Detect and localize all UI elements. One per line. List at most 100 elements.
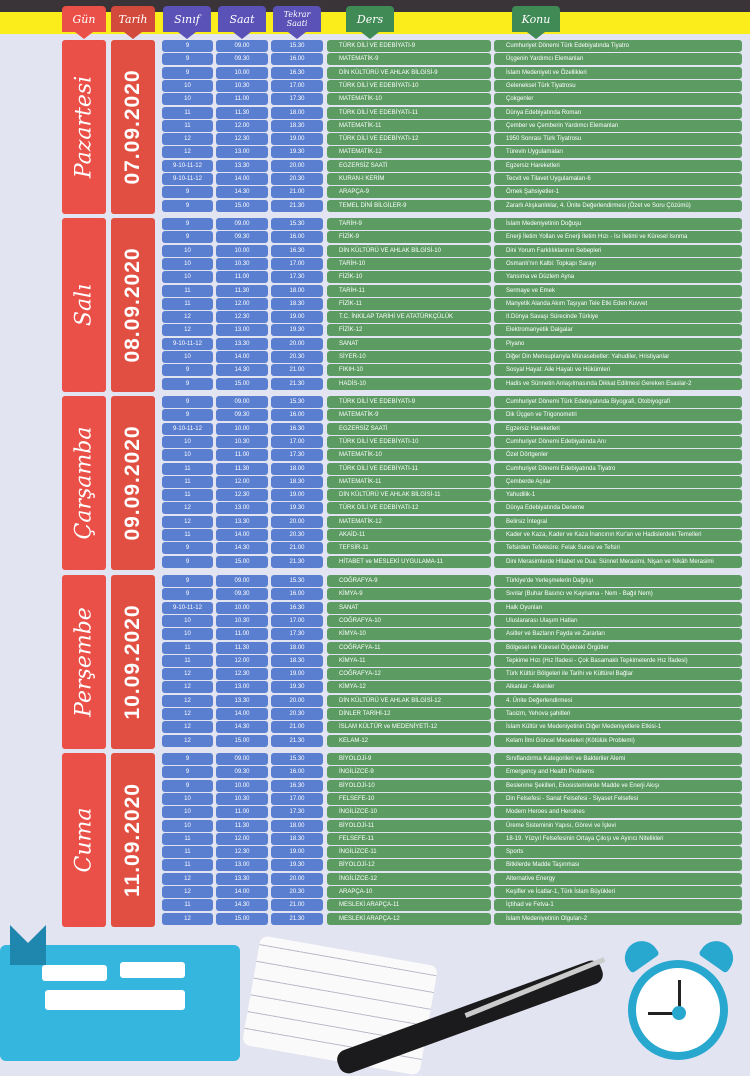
saat-cell: 11.00 <box>216 806 268 819</box>
saat-cell: 15.00 <box>216 377 268 390</box>
konu-cell: Egzersiz Hareketleri <box>494 159 742 172</box>
sinif-cell: 12 <box>162 311 213 324</box>
ders-cell: KİMYA-12 <box>327 681 491 694</box>
konu-cell: Özel Dörtgenler <box>494 449 742 462</box>
ders-cell: ARAPÇA-10 <box>327 886 491 898</box>
table-row: 11 12.30 19.00 DİN KÜLTÜRÜ VE AHLAK BİLGİSİ… <box>0 489 750 502</box>
tekrar-saati-cell: 18.30 <box>271 654 323 667</box>
tekrar-saati-cell: 17.00 <box>271 614 323 627</box>
ders-cell: SANAT <box>327 337 491 350</box>
sinif-cell: 11 <box>162 297 213 310</box>
saat-cell: 10.30 <box>216 79 268 92</box>
table-row: 10 14.00 20.30 SİYER-10 Diğer Din Mensupları… <box>0 351 750 363</box>
ders-cell: TÜRK DİLİ VE EDEBİYATI-12 <box>327 502 491 515</box>
konu-cell: II.Dünya Savaşı Sürecinde Türkiye <box>494 311 742 324</box>
konu-cell: Osmanlı'nın Kalbi: Topkapı Sarayı <box>494 257 742 270</box>
ders-cell: TARİH-9 <box>327 218 491 230</box>
day-block-2: Çarşamba 09.09.2020 9 09.00 15.30 TÜRK DİLİ V… <box>0 396 750 570</box>
tekrar-saati-cell: 18.00 <box>271 284 323 297</box>
sinif-cell: 12 <box>162 681 213 694</box>
saat-cell: 10.00 <box>216 66 268 79</box>
tekrar-saati-cell: 17.00 <box>271 79 323 92</box>
alarm-clock-icon <box>628 960 728 1060</box>
saat-cell: 11.30 <box>216 284 268 297</box>
table-row: 9 09.00 15.30 TARİH-9 İslam Medeniyetinin Do… <box>0 218 750 230</box>
konu-cell: Çemberde Açılar <box>494 475 742 488</box>
saat-cell: 10.30 <box>216 792 268 805</box>
konu-cell: Modern Heroes and Heroines <box>494 806 742 819</box>
saat-cell: 10.00 <box>216 422 268 435</box>
header-tarih: Tarih <box>111 6 155 39</box>
ders-cell: DİN KÜLTÜRÜ VE AHLAK BİLGİSİ-9 <box>327 66 491 79</box>
table-row: 10 11.00 17.30 MATEMATİK-10 Özel Dörtgenler <box>0 449 750 462</box>
table-row: 9 14.30 21.00 ARAPÇA-9 Örnek Şahsiyetler-1 <box>0 186 750 199</box>
ders-cell: MATEMATİK-12 <box>327 515 491 528</box>
sinif-cell: 10 <box>162 806 213 819</box>
saat-cell: 09.30 <box>216 766 268 779</box>
saat-cell: 14.30 <box>216 721 268 734</box>
ders-cell: İNGİLİZCE-9 <box>327 766 491 779</box>
tekrar-saati-cell: 15.30 <box>271 396 323 408</box>
sinif-cell: 12 <box>162 133 213 146</box>
table-row: 9 09.00 15.30 TÜRK DİLİ VE EDEBİYATI-9 Cumhu… <box>0 396 750 408</box>
saat-cell: 13.00 <box>216 681 268 694</box>
konu-cell: Geleneksel Türk Tiyatrosu <box>494 79 742 92</box>
sinif-cell: 11 <box>162 475 213 488</box>
tekrar-saati-cell: 20.00 <box>271 694 323 707</box>
ders-cell: BİYOLOJİ-9 <box>327 753 491 765</box>
ders-cell: MATEMATİK-9 <box>327 409 491 422</box>
tekrar-saati-cell: 17.30 <box>271 271 323 284</box>
sinif-cell: 11 <box>162 462 213 475</box>
konu-cell: Hadis ve Sünnetin Anlaşılmasında Dikkat … <box>494 377 742 390</box>
konu-cell: Üreme Sisteminin Yapısı, Görevi ve İşlev… <box>494 819 742 832</box>
sinif-cell: 11 <box>162 832 213 845</box>
table-row: 12 13.00 19.30 FİZİK-12 Elektromanyetik Dalg… <box>0 324 750 337</box>
konu-cell: Dik Üçgen ve Trigonometri <box>494 409 742 422</box>
ders-cell: TÜRK DİLİ VE EDEBİYATI-12 <box>327 133 491 146</box>
tekrar-saati-cell: 15.30 <box>271 753 323 765</box>
tekrar-saati-cell: 21.30 <box>271 555 323 568</box>
table-row: 9-10-11-12 13.30 20.00 SANAT Piyano <box>0 337 750 350</box>
sinif-cell: 10 <box>162 449 213 462</box>
konu-cell: Uluslararası Ulaşım Hatları <box>494 614 742 627</box>
konu-cell: Halk Oyunları <box>494 601 742 614</box>
konu-cell: Türkiye'de Yerleşmelerin Dağılışı <box>494 575 742 587</box>
sinif-cell: 9 <box>162 53 213 66</box>
header-tekrar-saati: Tekrar Saati <box>273 6 321 39</box>
sinif-cell: 9 <box>162 377 213 390</box>
table-row: 12 13.30 20.00 DİN KÜLTÜRÜ VE AHLAK BİLGİSİ… <box>0 694 750 707</box>
date-box: 07.09.2020 <box>111 40 155 214</box>
tekrar-saati-cell: 20.30 <box>271 708 323 720</box>
tekrar-saati-cell: 15.30 <box>271 218 323 230</box>
sinif-cell: 10 <box>162 257 213 270</box>
tekrar-saati-cell: 16.00 <box>271 766 323 779</box>
sinif-cell: 12 <box>162 912 213 925</box>
ders-cell: BİYOLOJİ-10 <box>327 779 491 792</box>
saat-cell: 13.30 <box>216 159 268 172</box>
ders-cell: T.C. İNKILAP TARİHİ VE ATATÜRKÇÜLÜK <box>327 311 491 324</box>
saat-cell: 10.30 <box>216 614 268 627</box>
sinif-cell: 11 <box>162 899 213 912</box>
konu-cell: Tefsirden Tefekküre: Felak Suresi ve Tef… <box>494 542 742 555</box>
tekrar-saati-cell: 18.00 <box>271 819 323 832</box>
sinif-cell: 10 <box>162 819 213 832</box>
table-row: 9 10.00 16.30 DİN KÜLTÜRÜ VE AHLAK BİLGİSİ-… <box>0 66 750 79</box>
tekrar-saati-cell: 16.30 <box>271 601 323 614</box>
ders-cell: MATEMATİK-12 <box>327 146 491 159</box>
table-row: 10 10.30 17.00 TÜRK DİLİ VE EDEBİYATI-10 Cum… <box>0 435 750 448</box>
table-row: 10 11.00 17.30 FİZİK-10 Yansıma ve Düzlem Ay… <box>0 271 750 284</box>
table-row: 12 12.30 19.00 TÜRK DİLİ VE EDEBİYATI-12 195… <box>0 133 750 146</box>
ders-cell: TÜRK DİLİ VE EDEBİYATI-11 <box>327 106 491 119</box>
table-row: 9 15.00 21.30 TEMEL DİNİ BİLGİLER-9 Zararlı … <box>0 199 750 212</box>
tekrar-saati-cell: 20.30 <box>271 886 323 898</box>
saat-cell: 12.00 <box>216 832 268 845</box>
konu-cell: Asitler ve Bazların Fayda ve Zararları <box>494 628 742 641</box>
saat-cell: 15.00 <box>216 734 268 747</box>
konu-cell: Belirsiz İntegral <box>494 515 742 528</box>
table-row: 12 14.00 20.30 ARAPÇA-10 Keşifler ve İcatlar… <box>0 886 750 898</box>
table-row: 11 11.30 18.00 COĞRAFYA-11 Bölgesel ve Küres… <box>0 641 750 654</box>
saat-cell: 14.00 <box>216 529 268 541</box>
saat-cell: 14.00 <box>216 173 268 185</box>
day-block-1: Salı 08.09.2020 9 09.00 15.30 TARİH-9 İslam Me… <box>0 218 750 392</box>
saat-cell: 13.00 <box>216 859 268 872</box>
